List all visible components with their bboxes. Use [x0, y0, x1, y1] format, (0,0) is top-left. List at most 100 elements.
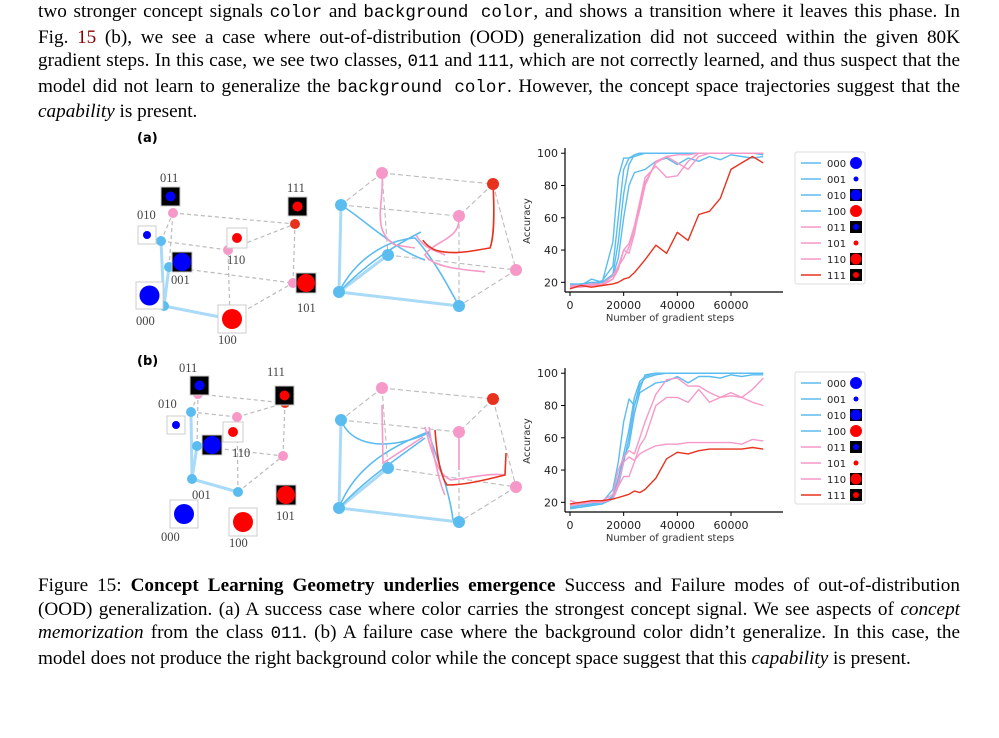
class-label-100: 100 [229, 536, 248, 550]
class-node [510, 481, 522, 493]
legend-image-dot [853, 492, 859, 498]
y-tick-label: 80 [544, 400, 558, 413]
series-line-111 [569, 446, 764, 505]
class-node-011 [168, 208, 178, 218]
legend-image-dot [853, 444, 859, 450]
cube-edge-solid [337, 204, 343, 293]
class-node [376, 382, 388, 394]
top-paragraph-segment: (b), we see a case where out-of-distribu… [38, 26, 960, 72]
legend-label-001: 001 [827, 175, 846, 186]
caption-segment: Figure 15: [38, 575, 131, 596]
cube-edge [196, 393, 199, 447]
class-label-110: 110 [227, 253, 245, 267]
cube-edge [458, 269, 517, 307]
class-node [487, 178, 499, 190]
y-tick-label: 80 [544, 180, 558, 193]
cube-edge [340, 419, 460, 433]
caption-segment: 011 [270, 624, 303, 645]
class-image-dot-101 [297, 274, 315, 292]
x-tick-label: 0 [567, 299, 574, 312]
legend-label-000: 000 [827, 159, 846, 170]
body-paragraph-text: two stronger concept signals color and b… [38, 0, 960, 124]
class-image-dot-100 [222, 309, 242, 329]
top-paragraph-segment: and [322, 1, 364, 22]
caption-segment: is present. [828, 647, 911, 669]
cube-edge [340, 387, 383, 421]
cube-edge [340, 204, 460, 217]
legend-label-101: 101 [827, 239, 846, 250]
cube-edge-solid [162, 266, 171, 307]
legend-image-dot [853, 396, 859, 402]
series-line-010 [570, 152, 764, 287]
legend-image-dot [853, 224, 859, 230]
cube-edge [458, 486, 517, 523]
top-paragraph-segment: , which are not correctly learned, and t… [38, 50, 960, 97]
legend-image-dot [850, 425, 862, 437]
figure-caption-text: Figure 15: Concept Learning Geometry und… [38, 574, 960, 670]
body-paragraph: two stronger concept signals color and b… [38, 0, 960, 124]
legend-label-011: 011 [827, 223, 846, 234]
class-node-111 [290, 219, 300, 229]
class-node [453, 426, 465, 438]
legend-image-dot [850, 157, 862, 169]
series-line-101 [569, 152, 764, 288]
class-node [376, 167, 388, 179]
class-node [333, 286, 345, 298]
y-tick-label: 100 [537, 367, 558, 380]
class-label-011: 011 [179, 361, 197, 375]
class-node-110 [232, 412, 242, 422]
cube-edge [236, 416, 239, 493]
class-image-dot-011 [165, 191, 176, 202]
concept-trajectory [340, 204, 426, 261]
y-tick-label: 20 [544, 496, 558, 509]
top-paragraph-segment: is present. [114, 101, 198, 123]
legend-image-dot [853, 240, 859, 246]
class-label-010: 010 [137, 208, 156, 222]
cube-edge [227, 249, 231, 320]
cube-edge [190, 411, 238, 418]
series-line-111 [569, 155, 764, 290]
concept-trajectory [424, 215, 486, 273]
top-paragraph-segment: background color [363, 3, 534, 23]
caption-segment: . (b) A failure case where the backgroun… [38, 622, 960, 669]
legend-label-010: 010 [827, 191, 846, 202]
concept-cube-b: 000 001 010 011 100 101 110 111 [158, 361, 297, 550]
cube-edge [227, 223, 296, 251]
top-paragraph-segment: background color [337, 77, 507, 98]
series-line-010 [570, 372, 764, 508]
class-node [453, 210, 465, 222]
cube-edge [492, 183, 517, 271]
class-image-dot-110 [228, 427, 238, 437]
cube-edge [381, 387, 494, 400]
series-line-110 [570, 152, 764, 288]
legend-image-dot [853, 272, 859, 278]
legend-label-101: 101 [827, 459, 846, 470]
x-tick-label: 20000 [606, 519, 641, 532]
class-node [510, 264, 522, 276]
legend-image-dot [850, 473, 862, 485]
cube-edge [340, 172, 383, 206]
y-axis-label: Accuracy [522, 418, 533, 464]
top-paragraph-segment: color [269, 3, 323, 23]
series-line-110 [569, 438, 764, 507]
y-axis-label: Accuracy [522, 198, 533, 244]
caption-segment: from the class [143, 622, 271, 644]
class-node [382, 249, 394, 261]
legend-image-dot [850, 409, 862, 421]
cube-edge [282, 402, 286, 457]
cube-edge-solid [338, 253, 389, 294]
cube-edge [387, 467, 517, 488]
top-paragraph-segment: 111 [477, 52, 509, 73]
series-line-011 [570, 152, 764, 287]
x-tick-label: 40000 [660, 299, 695, 312]
top-paragraph-segment[interactable]: 15 [77, 26, 97, 48]
legend-label-111: 111 [827, 491, 846, 502]
legend [794, 371, 866, 505]
top-paragraph-segment: . However, the concept space trajectorie… [506, 75, 960, 97]
top-paragraph-segment: two stronger concept signals [38, 1, 270, 22]
class-node-001 [192, 441, 202, 451]
legend-label-010: 010 [827, 411, 846, 422]
concept-cube-a: 000 001 010 011 100 101 110 111 [135, 171, 317, 347]
legend [794, 151, 866, 285]
class-node [453, 516, 465, 528]
